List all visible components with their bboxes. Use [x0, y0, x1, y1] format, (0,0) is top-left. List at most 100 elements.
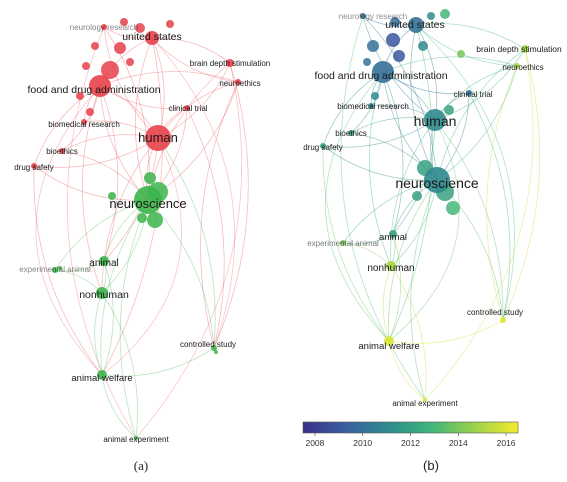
label-animal-welfare: animal welfare [358, 341, 419, 352]
label-clinical-trial: clinical trial [453, 90, 492, 99]
label-neuroscience: neuroscience [395, 175, 478, 191]
edge-line [322, 145, 390, 342]
label-experimental-animal: experimental animal [307, 239, 379, 248]
node-bubble [137, 213, 147, 223]
edge-line [151, 37, 236, 349]
node-united-states[interactable] [408, 17, 424, 33]
label-clinical-trial: clinical trial [168, 104, 207, 113]
label-controlled-study: controlled study [467, 308, 523, 317]
node-bioethics[interactable] [59, 148, 65, 154]
year-colorbar: 2008 2010 2012 2014 2016 [302, 421, 519, 448]
node-animal-experiment[interactable] [134, 436, 138, 440]
node-controlled-study[interactable] [211, 345, 217, 351]
node-bubble [166, 20, 174, 28]
node-experimental-animal[interactable] [340, 240, 346, 246]
node-human[interactable] [424, 109, 446, 131]
node-neurology-research[interactable] [101, 24, 107, 30]
colorbar-gradient [302, 421, 519, 434]
label-animal-experiment: animal experiment [103, 435, 169, 444]
edge-line [424, 48, 534, 401]
node-bubble [393, 50, 405, 62]
node-united-states[interactable] [145, 31, 159, 45]
node-nonhuman[interactable] [386, 261, 396, 271]
network-panel-b: neurology research united states brain dep… [283, 0, 567, 477]
node-fda[interactable] [372, 61, 394, 83]
node-animal-welfare[interactable] [97, 370, 107, 380]
label-controlled-study: controlled study [180, 340, 236, 349]
label-fda: food and drug administration [27, 84, 160, 96]
node-clinical-trial[interactable] [184, 105, 190, 111]
edge-line [486, 65, 518, 321]
edge-line [103, 26, 159, 139]
edge-line [502, 48, 540, 321]
node-bubble [386, 33, 400, 47]
node-brain-depth-stimulation[interactable] [226, 59, 234, 67]
edge-line [101, 137, 182, 376]
node-animal[interactable] [99, 256, 109, 266]
node-neurology-research[interactable] [360, 13, 366, 19]
nodes-group [320, 9, 529, 402]
node-neuroscience[interactable] [134, 186, 162, 214]
node-bioethics[interactable] [348, 130, 354, 136]
node-biomedical-research[interactable] [368, 103, 374, 109]
edge-line [388, 340, 426, 401]
node-animal-experiment[interactable] [423, 398, 427, 402]
edge-line [33, 165, 103, 376]
node-drug-safety[interactable] [31, 163, 37, 169]
label-experimental-animal: experimental animal [19, 265, 91, 274]
colorbar-tick-label: 2014 [449, 438, 468, 448]
network-panel-a: neurology research united states brain dep… [0, 0, 283, 477]
label-brain-depth-stimulation: brain depth stimulation [190, 59, 271, 68]
edge-line [410, 179, 438, 401]
node-bubble [363, 58, 371, 66]
edges-group [322, 15, 540, 401]
edge-line [382, 71, 404, 235]
edge-line [99, 85, 149, 201]
label-animal: animal [89, 258, 118, 269]
label-neuroscience: neuroscience [109, 196, 186, 211]
node-drug-safety[interactable] [320, 143, 326, 149]
edge-line [340, 15, 426, 401]
node-neuroethics[interactable] [514, 63, 520, 69]
label-animal-welfare: animal welfare [71, 373, 132, 384]
node-animal-welfare[interactable] [384, 336, 394, 346]
label-drug-safety: drug safety [14, 163, 54, 172]
node-bubble [101, 61, 119, 79]
node-biomedical-research[interactable] [81, 119, 87, 125]
node-bubble [418, 41, 428, 51]
node-animal[interactable] [389, 230, 397, 238]
node-bubble [446, 201, 460, 215]
edge-line [134, 37, 153, 201]
node-experimental-animal[interactable] [52, 267, 58, 273]
label-biomedical-research: biomedical research [337, 102, 409, 111]
edge-line [135, 62, 243, 439]
edge-line [415, 24, 515, 321]
edge-line [101, 260, 114, 376]
edge-line [157, 62, 231, 139]
node-brain-depth-stimulation[interactable] [521, 45, 529, 53]
node-bubble [82, 62, 90, 70]
edge-line [99, 85, 119, 262]
edge-line [388, 119, 460, 342]
edge-line [101, 292, 138, 439]
node-clinical-trial[interactable] [466, 90, 472, 96]
node-human[interactable] [145, 125, 171, 151]
edge-line [436, 65, 518, 181]
node-nonhuman[interactable] [96, 287, 108, 299]
nodes-group [31, 18, 241, 440]
edge-line [362, 15, 438, 181]
node-neuroscience[interactable] [424, 167, 450, 193]
edge-line [388, 179, 438, 342]
edge-line [390, 119, 436, 267]
edge-line [99, 71, 239, 87]
node-bubble [135, 23, 145, 33]
node-fda[interactable] [89, 75, 111, 97]
label-nonhuman: nonhuman [79, 289, 129, 301]
label-brain-depth-stimulation: brain depth stimulation [476, 44, 562, 54]
node-controlled-study[interactable] [500, 317, 506, 323]
label-animal: animal [379, 232, 407, 243]
node-neuroethics[interactable] [235, 79, 241, 85]
